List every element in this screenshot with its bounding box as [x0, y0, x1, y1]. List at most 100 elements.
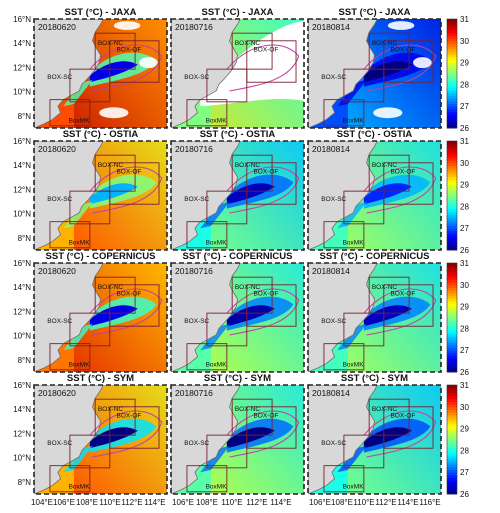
colorbar-step [447, 239, 457, 243]
box-nc [94, 32, 136, 70]
colorbar-step [447, 125, 457, 129]
sst-contour [89, 166, 163, 214]
colorbar-step [447, 236, 457, 240]
x-tick-label: 112°E [246, 498, 267, 507]
colorbar-step [447, 203, 457, 207]
colorbar-step [447, 472, 457, 476]
box-label-of: BOX-OF [253, 47, 278, 54]
colorbar-step [447, 35, 457, 39]
colorbar-tick-label: 27 [460, 468, 469, 477]
box-mk [49, 99, 91, 127]
colorbar-step [447, 434, 457, 438]
panel-title: SST (°C) - COPERNICUS [320, 251, 430, 262]
colorbar-step [447, 417, 457, 421]
x-tick-label: 114°E [270, 498, 291, 507]
upwelling-core [226, 305, 275, 327]
box-nc [94, 276, 136, 314]
box-label-nc: BOX-NC [235, 162, 261, 169]
box-mk [186, 99, 228, 127]
colorbar-step [447, 312, 457, 316]
box-of [383, 284, 434, 327]
box-label-mk: BoxMK [206, 240, 228, 247]
colorbar-step [447, 290, 457, 294]
colorbar-tick-label: 28 [460, 324, 469, 333]
colorbar-step [447, 412, 457, 416]
y-tick-label: 14°N [13, 39, 31, 48]
colorbar-step [447, 162, 457, 167]
box-of [246, 162, 297, 205]
colorbar-step [447, 168, 457, 172]
x-tick-label: 112°E [121, 498, 142, 507]
y-tick-label: 10°N [13, 454, 31, 463]
sst-contour [89, 410, 163, 458]
colorbar-step [447, 282, 457, 286]
box-label-of: BOX-OF [390, 291, 415, 298]
box-label-nc: BOX-NC [372, 406, 398, 413]
colorbar-step [447, 423, 457, 427]
colorbar-step [447, 108, 457, 113]
colorbar-step [447, 385, 457, 389]
colorbar-step [447, 84, 457, 88]
box-label-of: BOX-OF [253, 413, 278, 420]
x-tick-label: 112°E [375, 498, 396, 507]
colorbar-step [447, 122, 457, 126]
colorbar-step [447, 100, 457, 104]
colorbar-step [447, 442, 457, 446]
colorbar-step [447, 284, 457, 289]
colorbar-step [447, 247, 457, 251]
panel-date: 20180620 [38, 388, 76, 398]
panel-title: SST (°C) - JAXA [202, 7, 274, 18]
colorbar-step [447, 198, 457, 202]
colorbar-tick-label: 26 [460, 490, 469, 499]
colorbar-step [447, 361, 457, 365]
upwelling-core [89, 183, 138, 205]
box-nc [368, 276, 410, 314]
colorbar-step [447, 95, 457, 99]
x-tick-label: 114°E [397, 498, 418, 507]
box-label-mk: BoxMK [206, 484, 228, 491]
box-label-sc: BOX-SC [184, 196, 209, 203]
colorbar-step [447, 46, 457, 50]
colorbar-tick-label: 30 [460, 37, 469, 46]
colorbar-step [447, 431, 457, 435]
colorbar-jaxa: 26 27 28 29 30 31 [446, 15, 469, 133]
box-mk [323, 465, 365, 493]
colorbar-step [447, 106, 457, 110]
colorbar-step [447, 350, 457, 354]
cloud-mask [139, 57, 158, 69]
y-tick-label: 14°N [13, 161, 31, 170]
colorbar-copernicus: 26 27 28 29 30 31 [446, 259, 469, 377]
colorbar-step [447, 301, 457, 305]
y-tick-label: 14°N [13, 283, 31, 292]
box-label-of: BOX-OF [390, 413, 415, 420]
box-label-mk: BoxMK [343, 118, 365, 125]
map-panel-sym-20180620: BOX-NC BOX-SC BOX-OF BoxMK 20180620 SST (°C) … [13, 373, 168, 507]
panel-frame [307, 384, 442, 495]
colorbar-step [447, 347, 457, 351]
colorbar-step [447, 190, 457, 194]
y-tick-label: 12°N [13, 429, 31, 438]
x-tick-label: 110°E [353, 498, 374, 507]
colorbar-step [447, 40, 457, 45]
colorbar-step [447, 309, 457, 313]
colorbar-step [447, 160, 457, 164]
box-label-of: BOX-OF [116, 291, 141, 298]
colorbar-tick-label: 30 [460, 403, 469, 412]
colorbar-step [447, 141, 457, 145]
colorbar-step [447, 228, 457, 232]
colorbar-step [447, 306, 457, 310]
colorbar-tick-label: 26 [460, 124, 469, 133]
cloud-mask [200, 21, 304, 107]
colorbar-step [447, 336, 457, 340]
colorbar-step [447, 165, 457, 169]
colorbar-step [447, 111, 457, 115]
colorbar-step [447, 390, 457, 394]
map-panel-ostia-20180814: BOX-NC BOX-SC BOX-OF BoxMK 20180814 SST (°C) … [307, 129, 442, 251]
box-label-of: BOX-OF [253, 169, 278, 176]
colorbar-step [447, 428, 457, 432]
colorbar-step [447, 149, 457, 153]
box-label-sc: BOX-SC [321, 318, 346, 325]
colorbar-step [447, 344, 457, 348]
panel-title: SST (°C) - SYM [67, 373, 134, 384]
upwelling-core [363, 427, 412, 449]
